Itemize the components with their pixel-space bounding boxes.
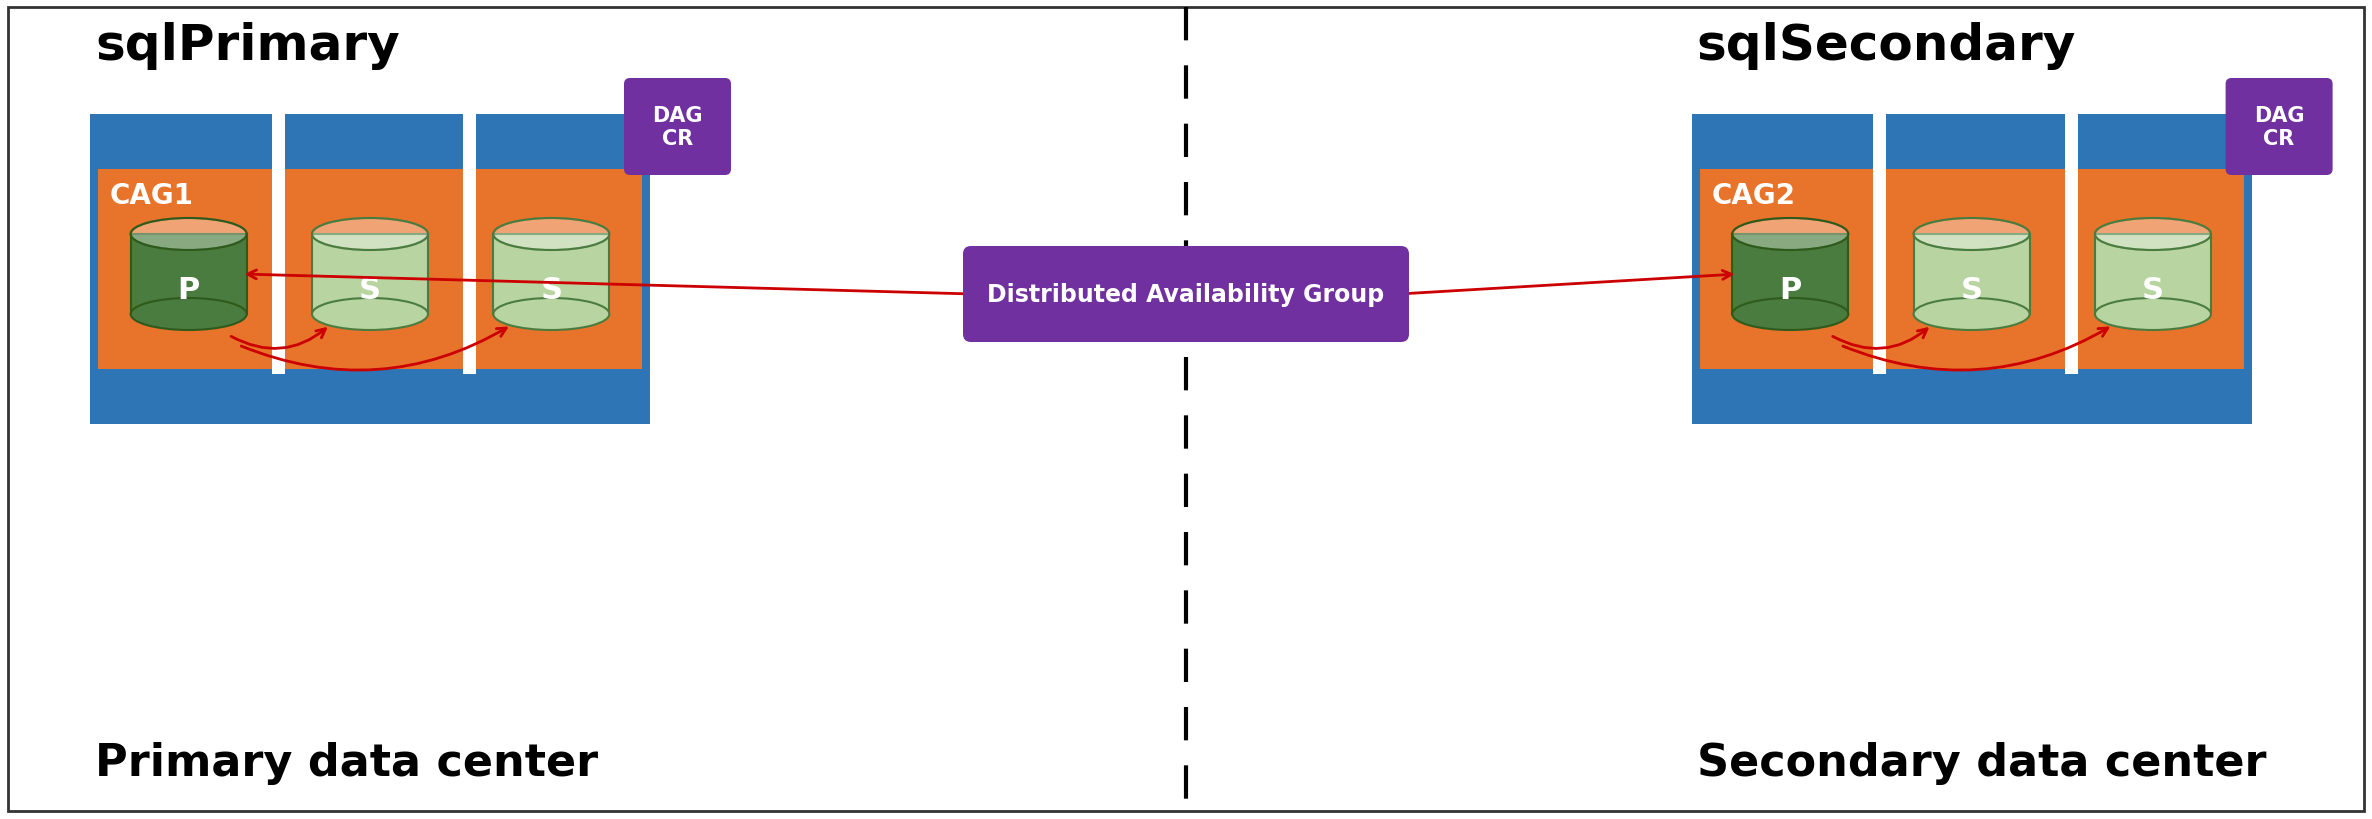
Ellipse shape [493, 219, 610, 251]
Text: DAG
CR: DAG CR [2253, 106, 2303, 149]
Bar [2066, 115, 2078, 374]
Ellipse shape [130, 299, 247, 331]
Bar [1691, 369, 2251, 424]
Bar [1914, 235, 2030, 314]
Ellipse shape [1732, 219, 1848, 251]
Bar [1883, 115, 2061, 170]
Ellipse shape [313, 219, 427, 251]
Ellipse shape [130, 219, 247, 251]
FancyBboxPatch shape [624, 79, 731, 176]
Bar [273, 115, 285, 374]
FancyBboxPatch shape [963, 247, 1409, 342]
Text: Distributed Availability Group: Distributed Availability Group [987, 283, 1385, 306]
Ellipse shape [1732, 299, 1848, 331]
Text: S: S [541, 276, 562, 305]
Ellipse shape [493, 299, 610, 331]
Text: CAG1: CAG1 [109, 182, 195, 210]
Bar [493, 235, 610, 314]
Bar [1874, 115, 1886, 374]
Bar [90, 115, 650, 424]
FancyBboxPatch shape [2225, 79, 2332, 176]
Bar [1691, 115, 1869, 170]
Bar [97, 170, 643, 369]
Text: P: P [178, 276, 199, 305]
Text: DAG
CR: DAG CR [652, 106, 702, 149]
Bar [472, 115, 652, 170]
Text: S: S [2142, 276, 2163, 305]
Text: Secondary data center: Secondary data center [1696, 741, 2265, 784]
Ellipse shape [2094, 219, 2211, 251]
Bar [1691, 115, 2251, 424]
Bar [1732, 235, 1848, 314]
Bar [282, 115, 460, 170]
Bar [90, 115, 268, 170]
Ellipse shape [313, 299, 427, 331]
Text: Primary data center: Primary data center [95, 741, 598, 784]
Ellipse shape [1914, 299, 2030, 331]
Bar [1701, 170, 2244, 369]
Text: P: P [1779, 276, 1800, 305]
Text: S: S [358, 276, 382, 305]
Ellipse shape [1914, 219, 2030, 251]
Bar [90, 369, 650, 424]
Text: CAG2: CAG2 [1713, 182, 1796, 210]
Bar [2076, 115, 2253, 170]
Bar [463, 115, 477, 374]
Text: sqlPrimary: sqlPrimary [95, 22, 401, 70]
Bar [130, 235, 247, 314]
Bar [313, 235, 427, 314]
Text: S: S [1962, 276, 1983, 305]
Text: sqlSecondary: sqlSecondary [1696, 22, 2076, 70]
Bar [2094, 235, 2211, 314]
Ellipse shape [2094, 299, 2211, 331]
